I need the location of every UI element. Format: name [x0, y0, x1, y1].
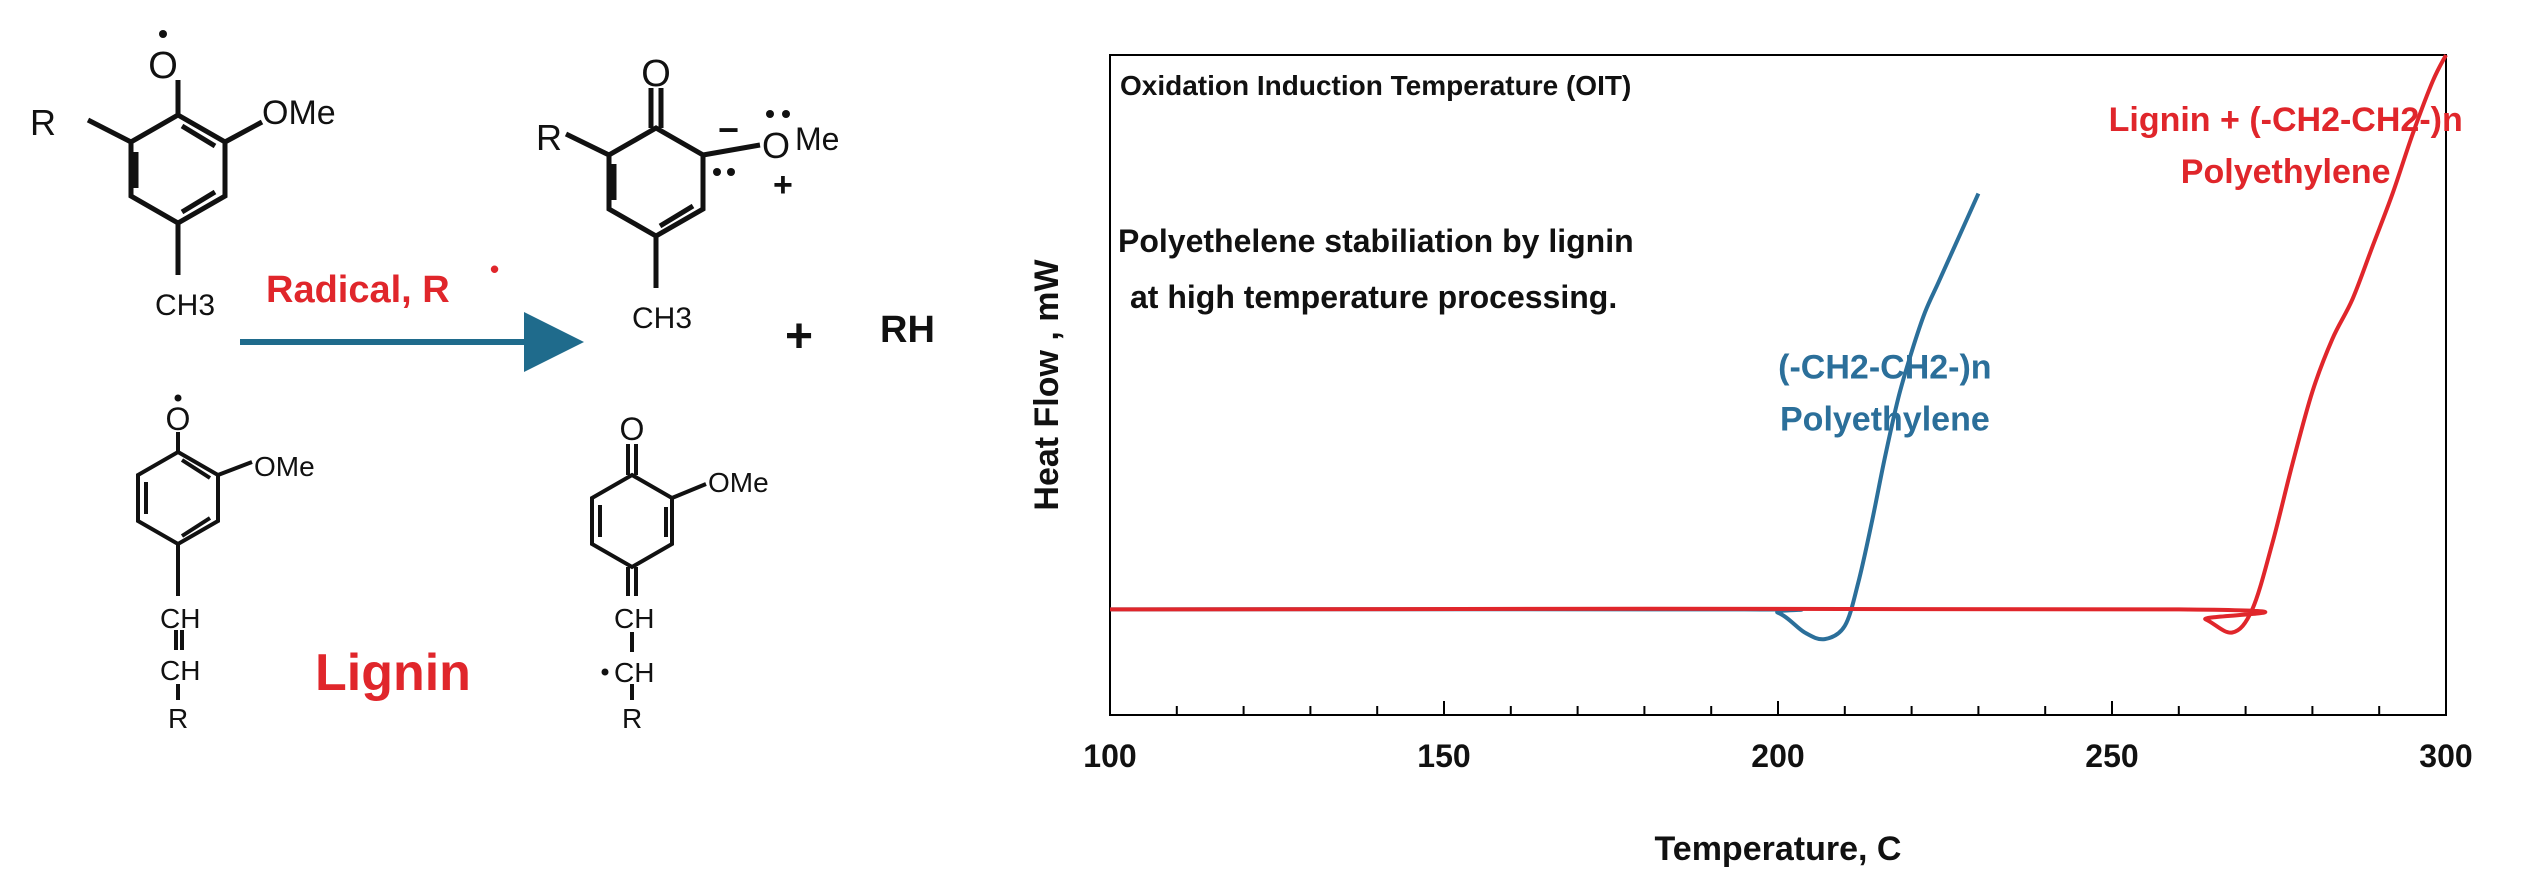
- methoxy-label: OMe: [254, 451, 315, 482]
- reaction-scheme: O OMe R CH3 Radical, R • O − O Me + R CH…: [30, 30, 935, 734]
- r-substituent-label: R: [168, 703, 188, 734]
- radical-dot: [174, 394, 182, 402]
- r-substituent-label: R: [30, 102, 56, 143]
- plus-sign: +: [785, 310, 813, 363]
- oxygen-label: O: [148, 45, 178, 87]
- carbanion-charge: −: [718, 109, 739, 150]
- methoxy-label: OMe: [708, 467, 769, 498]
- lignin-polyethylene-label: Lignin + (-CH2-CH2-)n: [2109, 101, 2463, 139]
- x-tick-label: 100: [1083, 738, 1136, 774]
- annotation-line-2: at high temperature processing.: [1130, 279, 1617, 315]
- vinyl-ch-label: CH: [160, 603, 200, 634]
- x-axis-label: Temperature, C: [1655, 830, 1902, 868]
- quinone-molecule: [564, 88, 761, 288]
- methyl-label: CH3: [632, 302, 692, 335]
- oxygen-label: O: [166, 401, 191, 437]
- ch-label: CH: [614, 603, 654, 634]
- vinyl-ch-label: CH: [160, 655, 200, 686]
- annotation-line-1: Polyethelene stabiliation by lignin: [1118, 223, 1634, 259]
- radical-dot: [159, 30, 167, 38]
- oit-chart: 100 150 200 250 300 (-CH2-CH2-)n Polyethylene…: [1028, 54, 2473, 868]
- quinone-methide-molecule: [590, 444, 707, 700]
- lignin-label: Lignin: [315, 644, 471, 702]
- lone-pair-dot: [713, 168, 721, 176]
- lone-pair-dot: [782, 110, 790, 118]
- x-tick-label: 150: [1417, 738, 1470, 774]
- positive-charge: +: [773, 166, 793, 204]
- lignin-polyethylene-label: Polyethylene: [2181, 153, 2391, 191]
- x-tick-label: 250: [2085, 738, 2138, 774]
- radical-dot-superscript: •: [490, 254, 499, 284]
- radical-label: Radical, R: [266, 269, 450, 311]
- lone-pair-dot: [727, 168, 735, 176]
- y-axis-label: Heat Flow , mW: [1028, 258, 1066, 510]
- r-substituent-label: R: [536, 117, 562, 158]
- polyethylene-label: Polyethylene: [1780, 400, 1990, 438]
- lone-pair-dot: [766, 110, 774, 118]
- x-tick-label: 300: [2419, 738, 2472, 774]
- ch-label: CH: [614, 657, 654, 688]
- phenoxy-radical-molecule: [86, 80, 264, 275]
- lignin-polyethylene-curve: [1109, 54, 2448, 635]
- oxonium-label: O: [762, 125, 790, 166]
- r-substituent-label: R: [622, 703, 642, 734]
- rh-product-label: RH: [880, 309, 935, 351]
- series-labels: (-CH2-CH2-)n Polyethylene Lignin + (-CH2-C…: [1778, 101, 2463, 439]
- series-lines: [1109, 54, 2448, 642]
- lignin-unit-molecule: [136, 432, 253, 700]
- radical-dot: [601, 668, 609, 676]
- x-axis-tick-labels: 100 150 200 250 300: [1083, 738, 2472, 774]
- carbonyl-oxygen-label: O: [620, 411, 645, 447]
- methyl-label: CH3: [155, 289, 215, 322]
- x-tick-label: 200: [1751, 738, 1804, 774]
- methyl-group-label: Me: [795, 121, 839, 157]
- x-axis-ticks: [1109, 701, 2447, 715]
- chart-title: Oxidation Induction Temperature (OIT): [1120, 70, 1631, 101]
- methoxy-label: OMe: [262, 94, 336, 132]
- polyethylene-label: (-CH2-CH2-)n: [1778, 348, 1991, 386]
- carbonyl-oxygen-label: O: [641, 53, 671, 95]
